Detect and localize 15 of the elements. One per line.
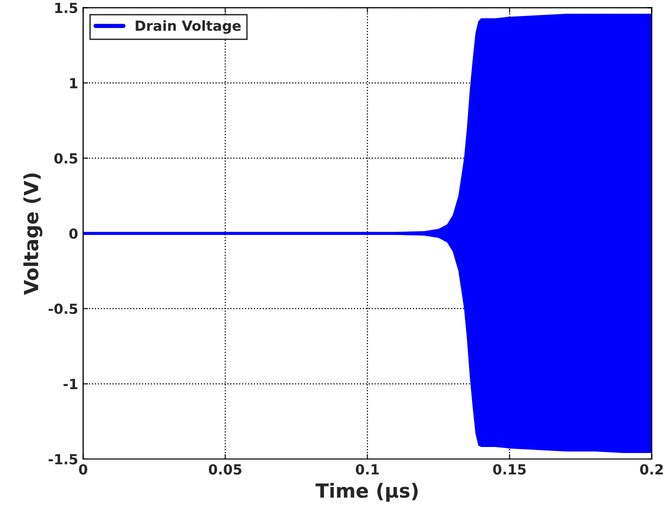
y-tick-label: 0 <box>69 228 78 239</box>
x-tick-label: 0 <box>78 464 88 475</box>
y-tick-label: 1.5 <box>55 2 78 14</box>
y-tick-label: -1 <box>64 378 78 390</box>
legend-label: Drain Voltage <box>136 20 241 34</box>
y-axis-title: Voltage (V) <box>23 173 42 295</box>
x-tick-label: 0.2 <box>640 464 663 475</box>
x-tick-label: 0.1 <box>356 464 379 475</box>
x-tick-label: 0.05 <box>208 464 242 475</box>
x-tick-label: 0.15 <box>493 464 526 475</box>
x-axis-title: Time (μs) <box>316 482 418 502</box>
y-tick-label: 1 <box>70 78 78 88</box>
y-tick-label: 0.5 <box>54 153 78 164</box>
y-tick-label: -0.5 <box>48 304 78 314</box>
y-tick-label: -1.5 <box>48 454 78 464</box>
